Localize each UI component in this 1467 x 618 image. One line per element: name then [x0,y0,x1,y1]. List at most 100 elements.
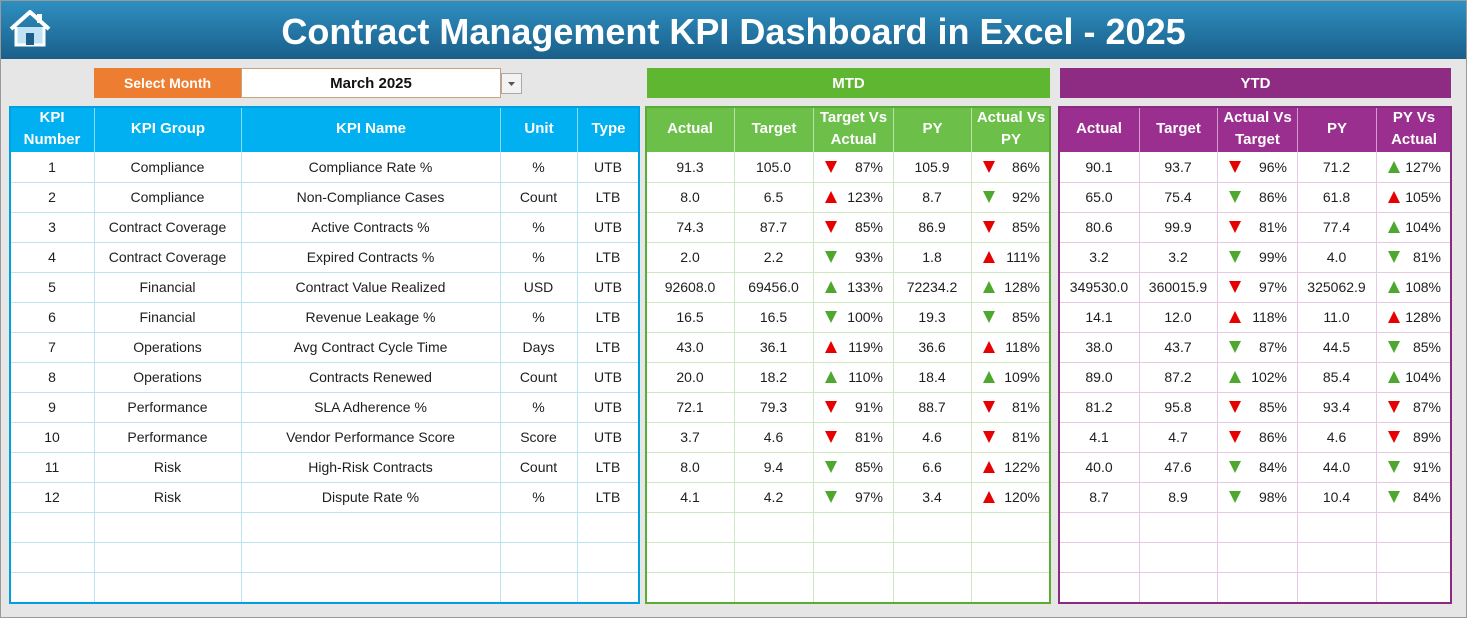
table-cell: 11 [44,459,60,475]
table-body [10,106,639,602]
percent-value: 105% [1405,189,1441,205]
grid-line [646,542,1050,543]
percent-value: 118% [1252,309,1287,325]
table-cell: Risk [153,489,182,505]
table-cell: 79.3 [759,399,788,415]
arrow-down [1388,431,1400,443]
percent-value: 120% [1004,489,1040,505]
percent-value: 128% [1004,279,1040,295]
table-frame [645,106,1051,604]
grid-line [1139,152,1140,602]
table-cell: 3.2 [1168,249,1188,265]
grid-line [1059,302,1451,303]
arrow-down [983,161,995,173]
table-cell: Non-Compliance Cases [296,189,445,205]
table-cell: Score [520,429,557,445]
percent-value: 97% [1258,279,1287,295]
table-cell: 65.0 [1085,189,1113,205]
column-header: Actual [1059,106,1139,152]
table-cell: 10.4 [1322,489,1351,505]
table-cell: Revenue Leakage % [305,309,436,325]
table-cell: Count [519,369,558,385]
table-cell: Compliance [130,159,205,175]
table-cell: % [532,249,545,265]
percent-value: 92% [1011,189,1040,205]
table-cell: LTB [595,189,621,205]
grid-line [1059,572,1451,573]
table-cell: 3.7 [680,429,700,445]
grid-line [10,182,639,183]
percent-value: 111% [1006,249,1040,265]
percent-value: 122% [1004,459,1040,475]
grid-line [1059,452,1451,453]
column-header: Target [1139,106,1217,152]
arrow-down [983,431,995,443]
arrow-down [1388,251,1400,263]
arrow-up [1388,281,1400,293]
table-cell: Financial [139,309,196,325]
table-cell: 10 [44,429,60,445]
table-cell: 71.2 [1322,159,1351,175]
table-cell: 80.6 [1085,219,1113,235]
column-header: Actual Vs PY [971,106,1050,152]
arrow-down [825,491,837,503]
grid-line [813,152,814,602]
arrow-down [1229,401,1241,413]
grid-line [1376,152,1377,602]
mtd-header: MTD [647,68,1050,98]
percent-value: 104% [1405,369,1441,385]
table-frame [9,106,640,604]
percent-value: 87% [1258,339,1287,355]
table-cell: UTB [594,219,622,235]
table-cell: 3 [48,219,56,235]
grid-line [10,242,639,243]
table-cell: SLA Adherence % [314,399,427,415]
table-cell: LTB [595,459,621,475]
table-cell: 90.1 [1085,159,1113,175]
grid-line [1059,392,1451,393]
arrow-up [983,341,995,353]
table-cell: LTB [595,339,621,355]
table-cell: Vendor Performance Score [286,429,455,445]
table-cell: 81.2 [1085,399,1113,415]
table-cell: 86.9 [918,219,946,235]
table-cell: LTB [595,249,621,265]
home-icon[interactable] [7,7,53,49]
grid-line [577,152,578,602]
grid-line [646,482,1050,483]
table-cell: 91.3 [676,159,704,175]
column-header: PY Vs Actual [1376,106,1451,152]
percent-value: 91% [1412,459,1441,475]
arrow-down [1388,491,1400,503]
grid-line [241,152,242,602]
grid-line [646,422,1050,423]
table-cell: LTB [595,309,621,325]
table-cell: 8 [48,369,56,385]
dropdown-button[interactable] [501,73,522,94]
table-cell: 77.4 [1322,219,1351,235]
title-bar [1,1,1466,59]
table-cell: 75.4 [1164,189,1192,205]
table-cell: Days [522,339,555,355]
grid-line [10,482,639,483]
percent-value: 84% [1412,489,1441,505]
table-cell: 11.0 [1323,309,1350,325]
grid-line [1059,362,1451,363]
grid-line [1059,422,1451,423]
arrow-up [1229,371,1241,383]
grid-line [10,392,639,393]
table-cell: 9 [48,399,56,415]
percent-value: 84% [1258,459,1287,475]
table-cell: % [532,219,545,235]
month-value[interactable]: March 2025 [241,68,501,98]
grid-line [10,212,639,213]
percent-value: 85% [1412,339,1441,355]
table-cell: UTB [594,369,622,385]
arrow-down [1229,161,1241,173]
table-cell: 72234.2 [906,279,958,295]
grid-line [646,362,1050,363]
table-cell: Compliance Rate % [308,159,433,175]
grid-line [10,542,639,543]
arrow-up [825,371,837,383]
table-cell: 44.5 [1322,339,1351,355]
